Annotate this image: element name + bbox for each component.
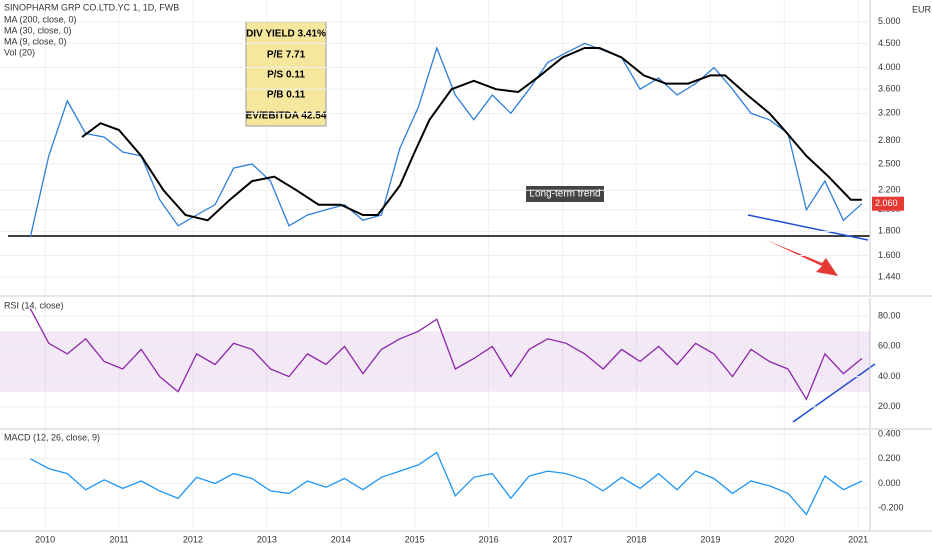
- y-tick-label: 20.00: [878, 401, 901, 411]
- info-line: P/B 0.11: [267, 90, 306, 101]
- x-tick-label: 2010: [35, 534, 55, 544]
- y-tick-label: 2.500: [878, 158, 901, 168]
- rsi-band: [0, 331, 870, 392]
- x-tick-label: 2012: [183, 534, 203, 544]
- x-tick-label: 2018: [626, 534, 646, 544]
- trend-line: [792, 363, 876, 423]
- x-tick-label: 2014: [331, 534, 351, 544]
- y-tick-label: 0.200: [878, 453, 901, 463]
- y-tick-label: 3.200: [878, 108, 901, 118]
- x-tick-label: 2016: [479, 534, 499, 544]
- y-tick-label: 5.000: [878, 16, 901, 26]
- indicator-label: Vol (20): [4, 47, 35, 57]
- x-tick-label: 2021: [848, 534, 868, 544]
- x-tick-label: 2013: [257, 534, 277, 544]
- y-tick-label: 4.000: [878, 62, 901, 72]
- series-line: [29, 42, 863, 238]
- last-price-box: [872, 196, 904, 211]
- info-line: P/E 7.71: [267, 50, 306, 61]
- series-line: [81, 47, 862, 222]
- y-tick-label: 60.00: [878, 341, 901, 351]
- axis-unit: EUR: [912, 4, 932, 14]
- x-tick-label: 2019: [700, 534, 720, 544]
- info-line: DIV YIELD 3.41%: [246, 29, 326, 40]
- info-texts: DIV YIELD 3.41% P/E 7.71 P/S 0.11 P/B 0.…: [246, 29, 327, 122]
- pane: 1.4401.6001.8002.0002.2002.5002.8003.200…: [0, 0, 932, 297]
- pane-title: MACD (12, 26, close, 9): [4, 432, 100, 442]
- y-tick-label: 4.500: [878, 38, 901, 48]
- x-tick-label: 2020: [774, 534, 794, 544]
- info-box: [245, 21, 327, 127]
- y-tick-label: 0.400: [878, 428, 901, 438]
- x-tick-label: 2011: [109, 534, 128, 544]
- y-tick-label: 0.000: [878, 478, 901, 488]
- last-price-label: 2.060: [875, 198, 898, 208]
- arrow: [766, 240, 838, 276]
- x-tick-label: 2015: [405, 534, 425, 544]
- indicator-label: MA (9, close, 0): [4, 36, 67, 46]
- y-tick-label: 1.440: [878, 272, 901, 282]
- pane: 20.00 40.00 60.00 80.00 RSI (14, close): [0, 298, 932, 430]
- pane: -0.200 0.000 0.200 0.400 MACD (12, 26, close…: [0, 428, 932, 532]
- info-line: EV/EBITDA 42.54: [246, 111, 327, 122]
- annotation: Long-term trend: [529, 189, 600, 200]
- indicator-label: MA (30, close, 0): [4, 25, 72, 35]
- y-tick-label: 2.200: [878, 185, 901, 195]
- y-tick-label: 2.800: [878, 135, 901, 145]
- y-tick-label: 1.800: [878, 226, 901, 236]
- series-line: [29, 308, 863, 401]
- series-line: [29, 451, 863, 516]
- pane-title: RSI (14, close): [4, 300, 64, 310]
- indicator-label: MA (200, close, 0): [4, 14, 77, 24]
- y-tick-label: 3.600: [878, 84, 901, 94]
- y-tick-label: 1.600: [878, 250, 901, 260]
- info-line: P/S 0.11: [267, 70, 305, 81]
- trend-line: [747, 214, 869, 241]
- y-tick-label: 80.00: [878, 311, 901, 321]
- pane-title: SINOPHARM GRP CO.LTD.YC 1, 1D, FWB: [4, 2, 179, 12]
- x-tick-label: 2017: [552, 534, 572, 544]
- y-tick-label: -0.200: [878, 503, 904, 513]
- y-tick-label: 40.00: [878, 371, 901, 381]
